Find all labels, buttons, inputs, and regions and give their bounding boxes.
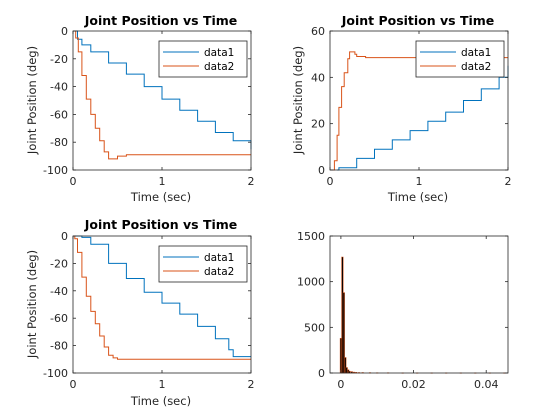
panel-bottom-left: Joint Position vs Time Time (sec) Joint … — [25, 217, 255, 408]
series-line-data1 — [337, 65, 509, 171]
axes-box — [329, 235, 509, 374]
chart-title: Joint Position vs Time — [84, 217, 238, 232]
y-tick-label: 0 — [61, 25, 68, 38]
x-tick-label: 0 — [70, 378, 77, 391]
legend-label: data1 — [204, 47, 234, 59]
y-tick-label: 60 — [311, 25, 325, 38]
x-tick-label: 0.02 — [401, 378, 426, 391]
y-tick-label: -60 — [50, 108, 68, 121]
y-tick-label: 500 — [304, 321, 325, 334]
y-tick-label: 0 — [318, 164, 325, 177]
y-tick-label: -40 — [50, 285, 68, 298]
legend-box — [158, 40, 248, 78]
plot-area — [330, 236, 508, 373]
series-line-data1 — [73, 235, 251, 358]
chart-title: Joint Position vs Time — [84, 13, 238, 28]
legend-label: data2 — [204, 61, 234, 73]
y-tick-label: 20 — [311, 118, 325, 131]
x-tick-label: 2 — [248, 175, 255, 188]
y-tick-label: 0 — [318, 367, 325, 380]
y-tick-label: -60 — [50, 312, 68, 325]
x-tick-label: 0 — [327, 175, 334, 188]
chart-title: Joint Position vs Time — [341, 13, 495, 28]
y-tick-label: 1500 — [297, 230, 325, 243]
x-tick-label: 0.04 — [474, 378, 499, 391]
y-tick-label: -100 — [43, 164, 68, 177]
series-line-data2 — [330, 51, 508, 171]
series-line-data2 — [73, 235, 251, 360]
panel-bottom-right: 0 0.02 0.04 0 500 1000 1500 — [297, 230, 509, 391]
y-tick-label: -20 — [50, 257, 68, 270]
panel-top-right: Joint Position vs Time Time (sec) Joint … — [291, 13, 512, 204]
x-tick-label: 1 — [416, 175, 423, 188]
y-tick-label: -40 — [50, 81, 68, 94]
legend: data1 data2 — [158, 40, 248, 78]
x-tick-label: 0 — [70, 175, 77, 188]
legend: data1 data2 — [158, 245, 248, 283]
y-tick-label: 1000 — [297, 276, 325, 289]
panel-top-left: Joint Position vs Time Time (sec) Joint … — [25, 13, 255, 204]
legend: data1 data2 — [415, 40, 505, 78]
x-tick-label: 1 — [159, 378, 166, 391]
y-tick-label: -80 — [50, 340, 68, 353]
x-tick-label: 0 — [337, 378, 344, 391]
x-tick-label: 2 — [248, 378, 255, 391]
legend-box — [415, 40, 505, 78]
y-tick-label: 40 — [311, 71, 325, 84]
y-axis-label: Joint Position (deg) — [291, 46, 305, 155]
legend-label: data1 — [461, 47, 491, 59]
legend-label: data2 — [204, 266, 234, 278]
y-tick-label: 0 — [61, 230, 68, 243]
y-axis-label: Joint Position (deg) — [25, 250, 39, 359]
x-axis-label: Time (sec) — [387, 190, 448, 204]
x-tick-label: 1 — [159, 175, 166, 188]
legend-label: data1 — [204, 252, 234, 264]
series-line-data2 — [73, 30, 251, 160]
legend-label: data2 — [461, 61, 491, 73]
y-tick-label: -20 — [50, 53, 68, 66]
y-tick-label: -80 — [50, 136, 68, 149]
y-axis-label: Joint Position (deg) — [25, 46, 39, 155]
x-axis-label: Time (sec) — [130, 190, 191, 204]
y-tick-label: -100 — [43, 367, 68, 380]
series-line-data1 — [73, 30, 252, 150]
x-axis-label: Time (sec) — [130, 394, 191, 408]
x-tick-label: 2 — [505, 175, 512, 188]
legend-box — [158, 245, 248, 283]
